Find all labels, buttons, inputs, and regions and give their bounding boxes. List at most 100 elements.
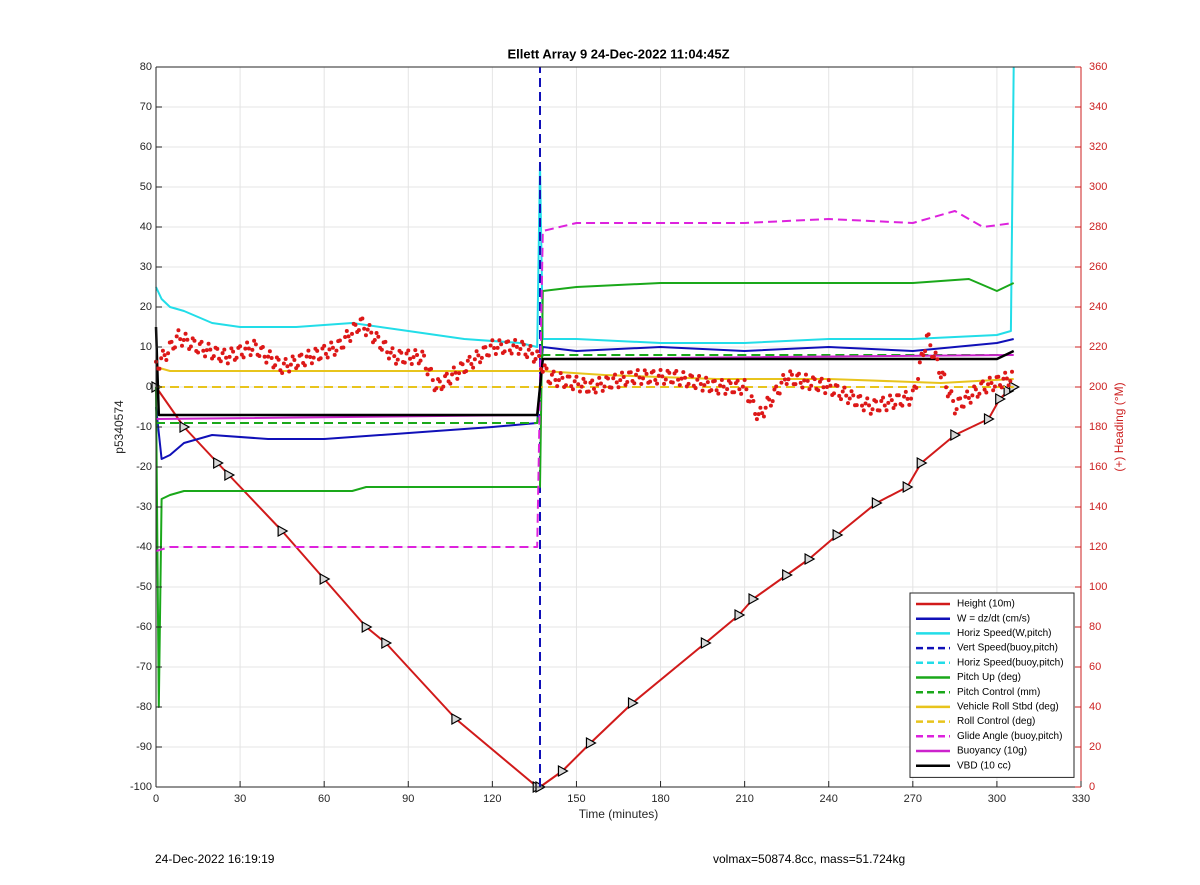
heading-point — [471, 365, 476, 370]
heading-point — [441, 384, 446, 389]
x-tick-label: 150 — [567, 793, 585, 805]
y-tick-label: 20 — [140, 301, 152, 313]
heading-point — [353, 322, 358, 327]
heading-point — [425, 372, 430, 377]
heading-point — [831, 391, 836, 396]
x-tick-label: 300 — [988, 793, 1006, 805]
heading-point — [162, 353, 167, 358]
heading-point — [525, 355, 530, 360]
heading-point — [246, 346, 251, 351]
heading-point — [551, 369, 556, 374]
heading-point — [234, 355, 239, 360]
heading-point — [464, 369, 469, 374]
x-tick-label: 90 — [402, 793, 414, 805]
heading-point — [989, 380, 994, 385]
heading-point — [479, 355, 484, 360]
heading-point — [492, 345, 497, 350]
heading-point — [528, 344, 533, 349]
heading-point — [472, 357, 477, 362]
heading-point — [511, 343, 516, 348]
y2-tick-label: 300 — [1089, 181, 1107, 193]
heading-point — [231, 349, 236, 354]
heading-point — [159, 356, 164, 361]
heading-point — [954, 407, 959, 412]
heading-point — [935, 357, 940, 362]
x-tick-label: 240 — [820, 793, 838, 805]
heading-point — [418, 358, 423, 363]
heading-point — [365, 327, 370, 332]
heading-point — [683, 375, 688, 380]
heading-point — [1008, 379, 1013, 384]
heading-point — [723, 391, 728, 396]
heading-point — [474, 349, 479, 354]
heading-point — [295, 363, 300, 368]
y-axis-label: p5340574 — [112, 400, 126, 454]
heading-point — [821, 385, 826, 390]
heading-point — [577, 389, 582, 394]
heading-point — [488, 343, 493, 348]
y2-tick-label: 20 — [1089, 741, 1101, 753]
y2-tick-label: 0 — [1089, 781, 1095, 793]
heading-point — [625, 380, 630, 385]
heading-point — [642, 368, 647, 373]
heading-point — [907, 402, 912, 407]
height-marker-20 — [871, 496, 883, 510]
heading-point — [276, 357, 281, 362]
series-line-9 — [155, 210, 1014, 552]
heading-point — [490, 338, 495, 343]
heading-point — [754, 417, 759, 422]
heading-point — [495, 345, 500, 350]
heading-point — [201, 348, 206, 353]
heading-point — [944, 385, 949, 390]
height-marker-24 — [983, 412, 995, 426]
y2-tick-label: 120 — [1089, 541, 1107, 553]
heading-point — [257, 354, 262, 359]
height-marker-21 — [902, 480, 914, 494]
heading-point — [931, 354, 936, 359]
heading-point — [965, 389, 970, 394]
heading-point — [796, 371, 801, 376]
heading-point — [423, 366, 428, 371]
heading-point — [838, 397, 843, 402]
heading-point — [718, 383, 723, 388]
height-marker-3 — [224, 468, 236, 482]
heading-point — [356, 328, 361, 333]
heading-point — [916, 377, 921, 382]
heading-point — [181, 338, 186, 343]
heading-point — [537, 354, 542, 359]
heading-point — [737, 387, 742, 392]
heading-point — [877, 408, 882, 413]
heading-point — [411, 355, 416, 360]
heading-point — [309, 361, 314, 366]
x-tick-label: 210 — [735, 793, 753, 805]
heading-point — [690, 374, 695, 379]
heading-point — [341, 345, 346, 350]
height-marker-6 — [361, 620, 373, 634]
heading-point — [250, 347, 255, 352]
series-line-11 — [154, 326, 1015, 417]
heading-point — [679, 376, 684, 381]
heading-point — [385, 350, 390, 355]
heading-point — [695, 377, 700, 382]
heading-point — [306, 348, 311, 353]
y2-tick-label: 220 — [1089, 341, 1107, 353]
heading-point — [662, 381, 667, 386]
heading-point — [868, 411, 873, 416]
heading-point — [951, 399, 956, 404]
heading-point — [891, 406, 896, 411]
heading-point — [660, 374, 665, 379]
heading-point — [555, 384, 560, 389]
heading-point — [644, 371, 649, 376]
y-tick-label: 80 — [140, 61, 152, 73]
heading-point — [253, 342, 258, 347]
legend-label: Glide Angle (buoy,pitch) — [957, 731, 1062, 742]
heading-point — [476, 353, 481, 358]
heading-point — [567, 374, 572, 379]
heading-point — [211, 354, 216, 359]
heading-point — [882, 403, 887, 408]
heading-point — [747, 399, 752, 404]
heading-point — [835, 383, 840, 388]
heading-point — [865, 396, 870, 401]
heading-point — [655, 381, 660, 386]
heading-point — [721, 384, 726, 389]
